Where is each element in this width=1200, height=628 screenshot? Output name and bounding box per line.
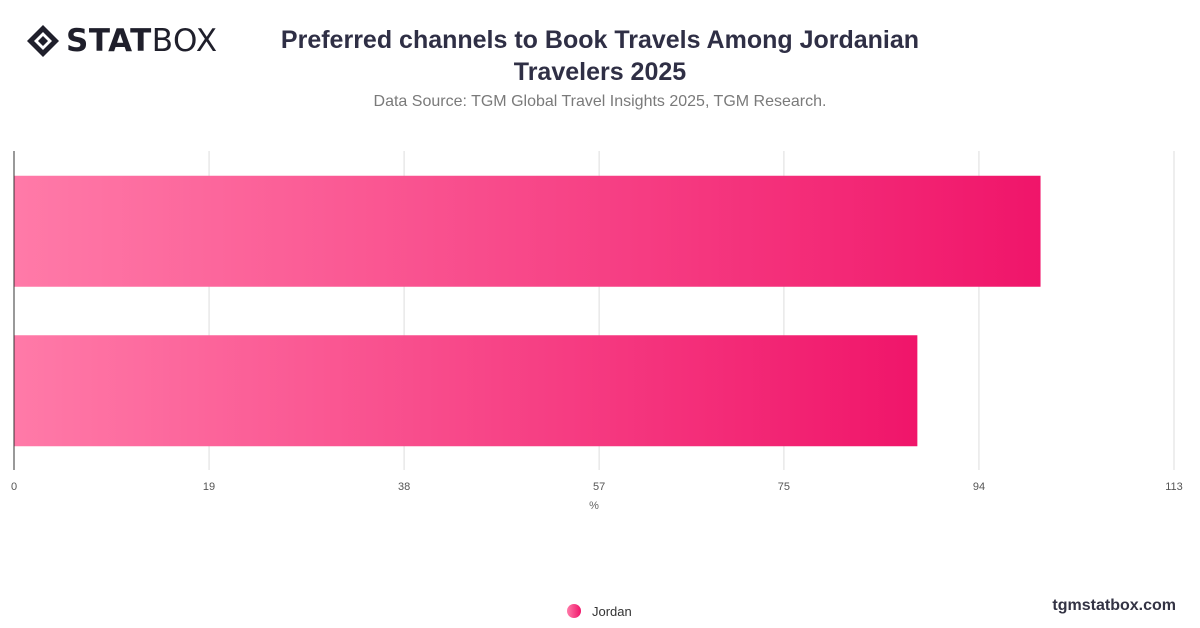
bars — [14, 175, 1041, 447]
x-tick-label: 113 — [1165, 481, 1183, 493]
logo-wordmark: STATBOX — [66, 24, 218, 58]
x-tick-label: 57 — [593, 481, 605, 493]
x-tick-label: 38 — [398, 481, 410, 493]
x-tick-label: 19 — [203, 481, 215, 493]
bar-jordan-2[interactable] — [14, 335, 918, 447]
x-tick-label: 0 — [11, 481, 17, 493]
site-url[interactable]: tgmstatbox.com — [1052, 597, 1176, 614]
x-axis-label: % — [589, 500, 599, 512]
x-tick-label: 75 — [778, 481, 790, 493]
logo-wordmark-bold: STAT — [66, 23, 152, 59]
bar-jordan-1[interactable] — [14, 175, 1041, 287]
legend-label: Jordan — [592, 603, 632, 619]
legend-item-jordan[interactable]: Jordan — [567, 601, 632, 621]
legend-marker — [567, 604, 581, 618]
chart-subtitle: Data Source: TGM Global Travel Insights … — [373, 93, 827, 110]
tick-labels: 0 19 38 57 75 94 113 — [11, 481, 1183, 493]
logo-wordmark-light: BOX — [151, 23, 218, 59]
x-tick-label: 94 — [973, 481, 985, 493]
chart-title: Preferred channels to Book Travels Among… — [280, 26, 920, 86]
statbox-logo: STATBOX — [26, 24, 218, 58]
diamond-logo-icon — [27, 25, 59, 57]
